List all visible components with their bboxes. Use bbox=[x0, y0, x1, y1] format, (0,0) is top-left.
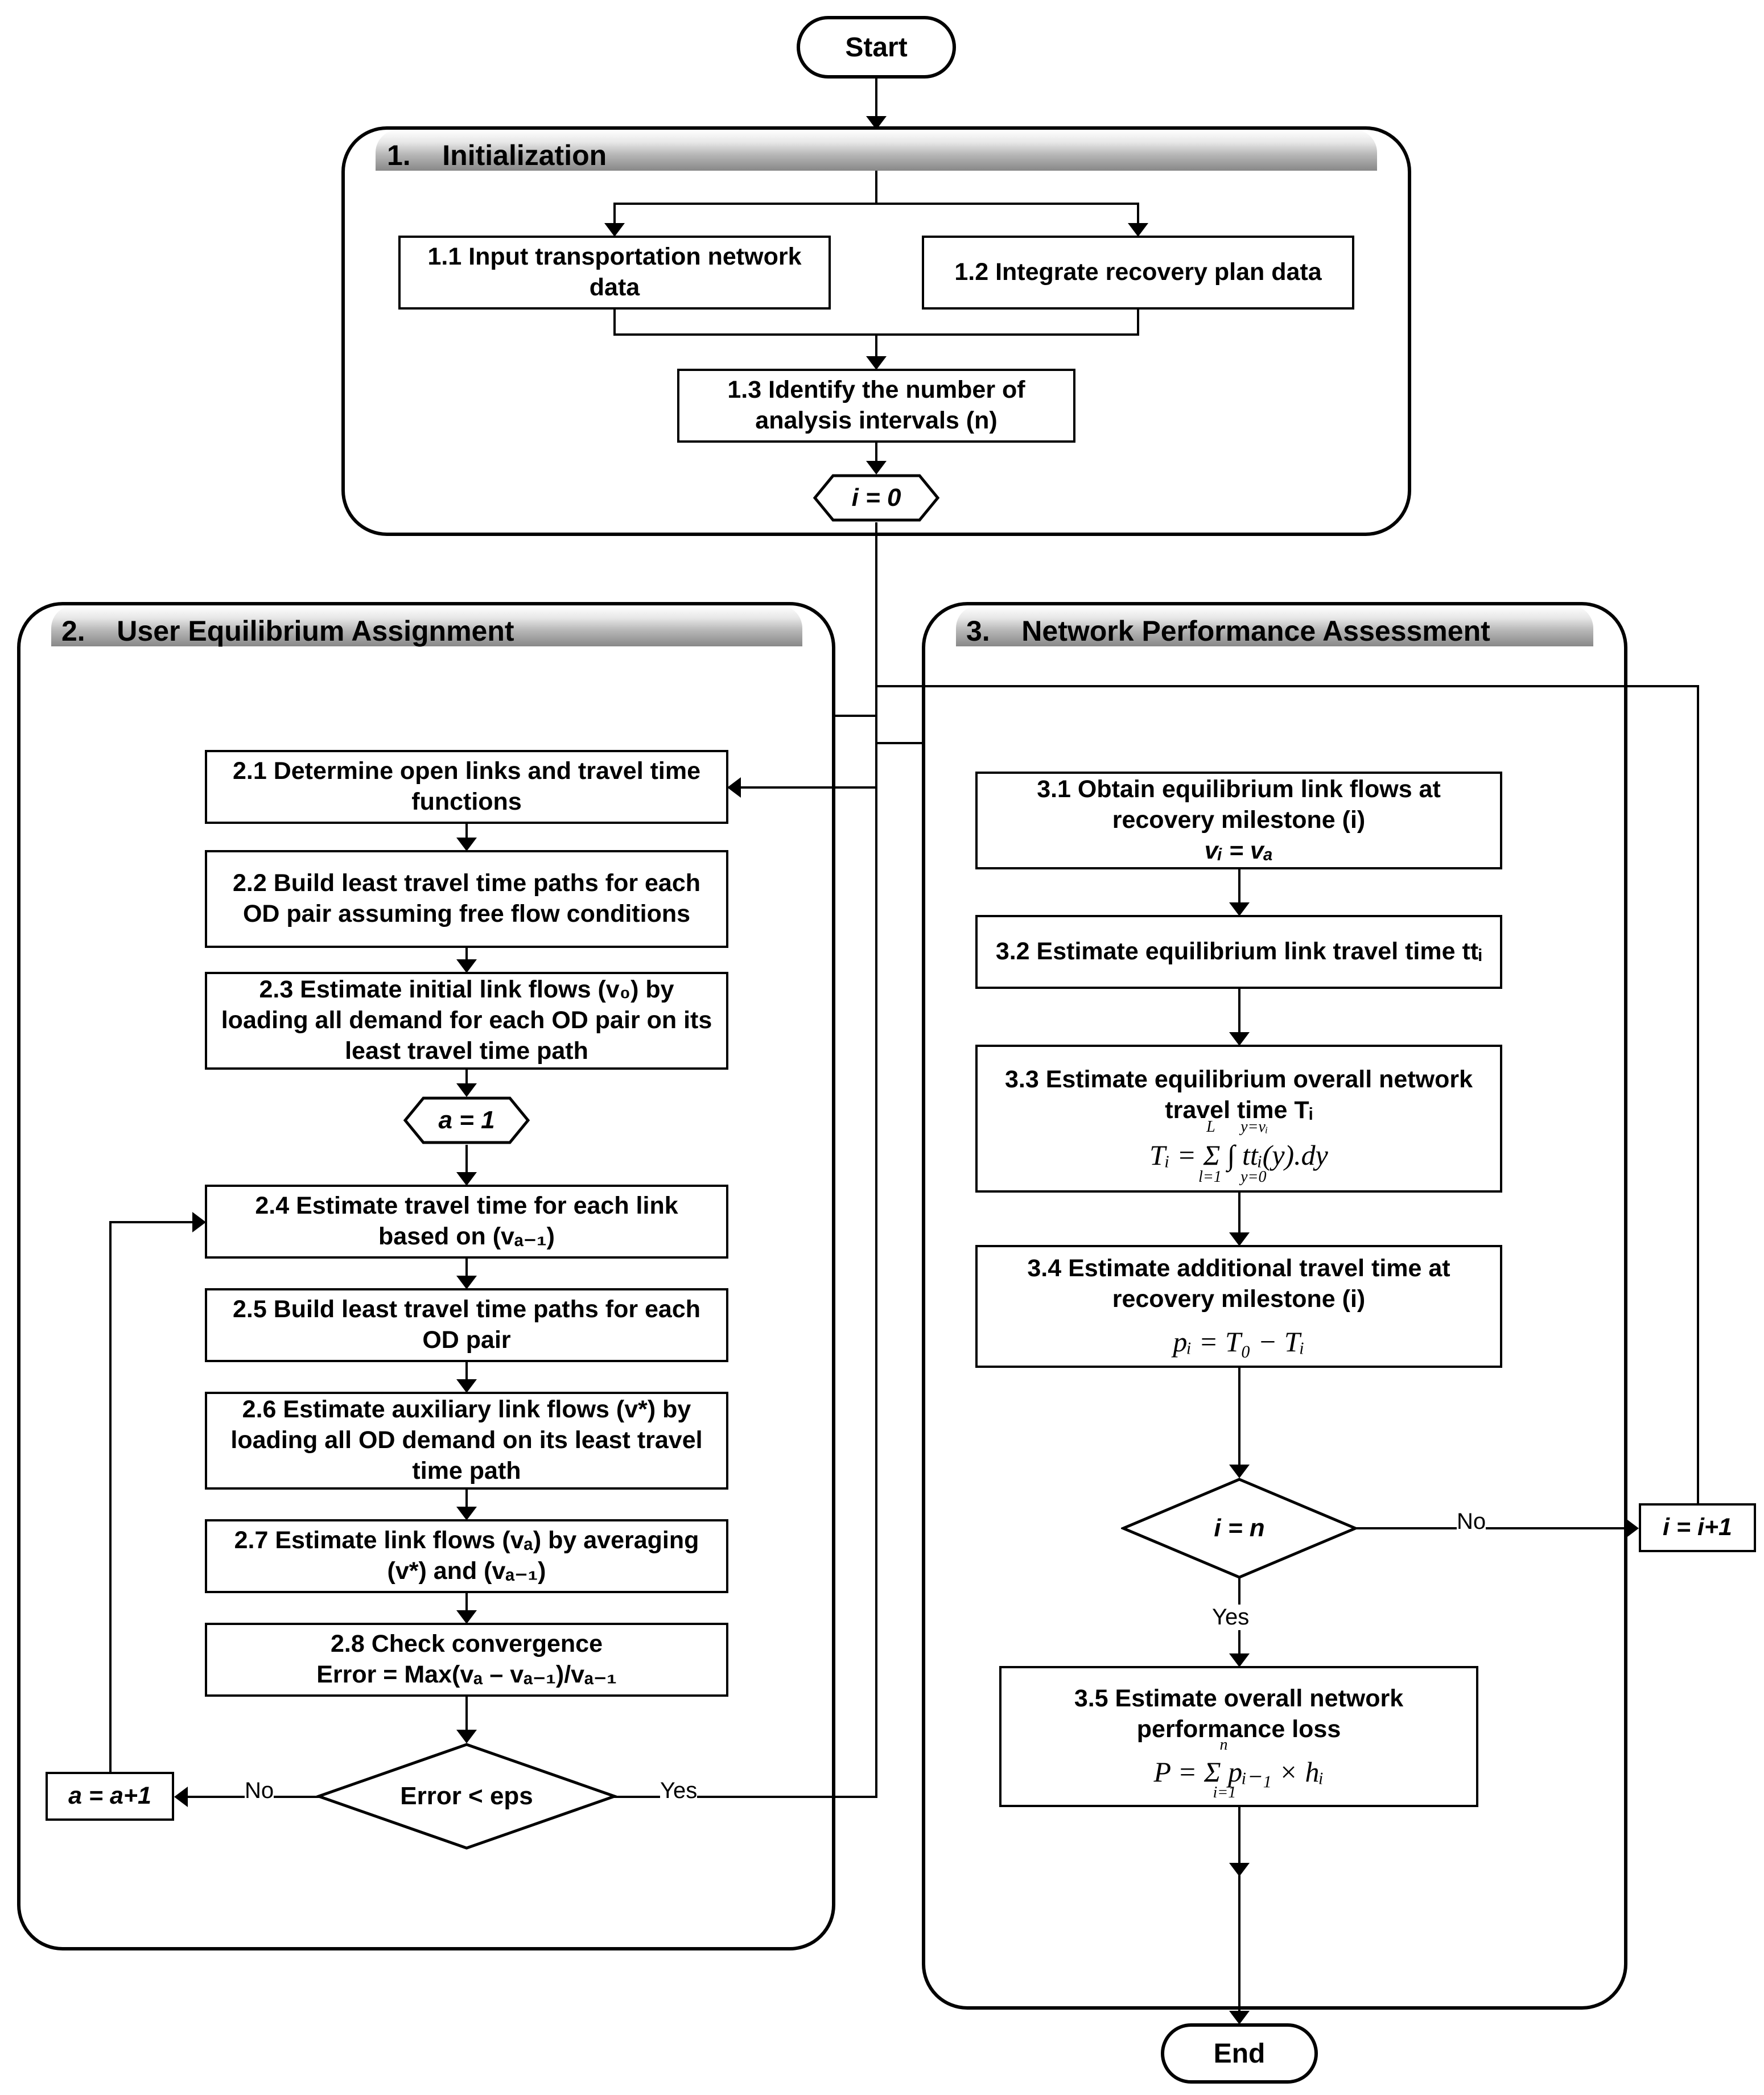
box-2-1: 2.1 Determine open links and travel time… bbox=[205, 750, 728, 824]
section2-title: 2. User Equilibrium Assignment bbox=[61, 609, 514, 653]
label-no-2: No bbox=[1457, 1509, 1486, 1535]
box-1-2: 1.2 Integrate recovery plan data bbox=[922, 236, 1354, 310]
decision-error: Error < eps bbox=[316, 1742, 617, 1850]
box-i-plus-1: i = i+1 bbox=[1639, 1503, 1756, 1552]
formula-3-5: P = Σ pᵢ₋₁ × hᵢ n i=1 bbox=[1154, 1754, 1324, 1790]
end-terminator: End bbox=[1161, 2023, 1318, 2084]
hex-i0: i = 0 bbox=[813, 473, 940, 522]
box-1-1: 1.1 Input transportation network data bbox=[398, 236, 831, 310]
box-2-3: 2.3 Estimate initial link flows (v₀) by … bbox=[205, 972, 728, 1070]
box-2-5: 2.5 Build least travel time paths for ea… bbox=[205, 1288, 728, 1362]
section3-title: 3. Network Performance Assessment bbox=[966, 609, 1490, 653]
box-2-8: 2.8 Check convergence Error = Max(vₐ – v… bbox=[205, 1623, 728, 1697]
start-label: Start bbox=[845, 32, 907, 63]
start-terminator: Start bbox=[797, 16, 956, 79]
box-3-5: 3.5 Estimate overall network performance… bbox=[999, 1666, 1478, 1807]
box-3-3: 3.3 Estimate equilibrium overall network… bbox=[975, 1045, 1502, 1193]
section1-title: 1. Initialization bbox=[387, 133, 607, 178]
box-1-3: 1.3 Identify the number of analysis inte… bbox=[677, 369, 1075, 443]
box-3-4: 3.4 Estimate additional travel time at r… bbox=[975, 1245, 1502, 1368]
box-2-4: 2.4 Estimate travel time for each link b… bbox=[205, 1185, 728, 1259]
label-yes-2: Yes bbox=[1212, 1605, 1249, 1630]
decision-i-n: i = n bbox=[1121, 1477, 1358, 1580]
hex-a1: a = 1 bbox=[403, 1096, 530, 1145]
formula-3-4: pᵢ = T₀ − Tᵢ bbox=[1173, 1324, 1304, 1360]
label-no-1: No bbox=[245, 1778, 274, 1804]
box-2-6: 2.6 Estimate auxiliary link flows (v*) b… bbox=[205, 1392, 728, 1490]
formula-3-3: Tᵢ = Σ ∫ ttᵢ(y).dy L l=1 y=vᵢ y=0 bbox=[1149, 1137, 1328, 1173]
end-label: End bbox=[1214, 2038, 1266, 2069]
box-3-1: 3.1 Obtain equilibrium link flows at rec… bbox=[975, 772, 1502, 869]
box-2-2: 2.2 Build least travel time paths for ea… bbox=[205, 850, 728, 948]
box-2-7: 2.7 Estimate link flows (vₐ) by averagin… bbox=[205, 1519, 728, 1593]
box-a-plus-1: a = a+1 bbox=[46, 1772, 174, 1821]
label-yes-1: Yes bbox=[660, 1778, 697, 1804]
box-3-2: 3.2 Estimate equilibrium link travel tim… bbox=[975, 915, 1502, 989]
